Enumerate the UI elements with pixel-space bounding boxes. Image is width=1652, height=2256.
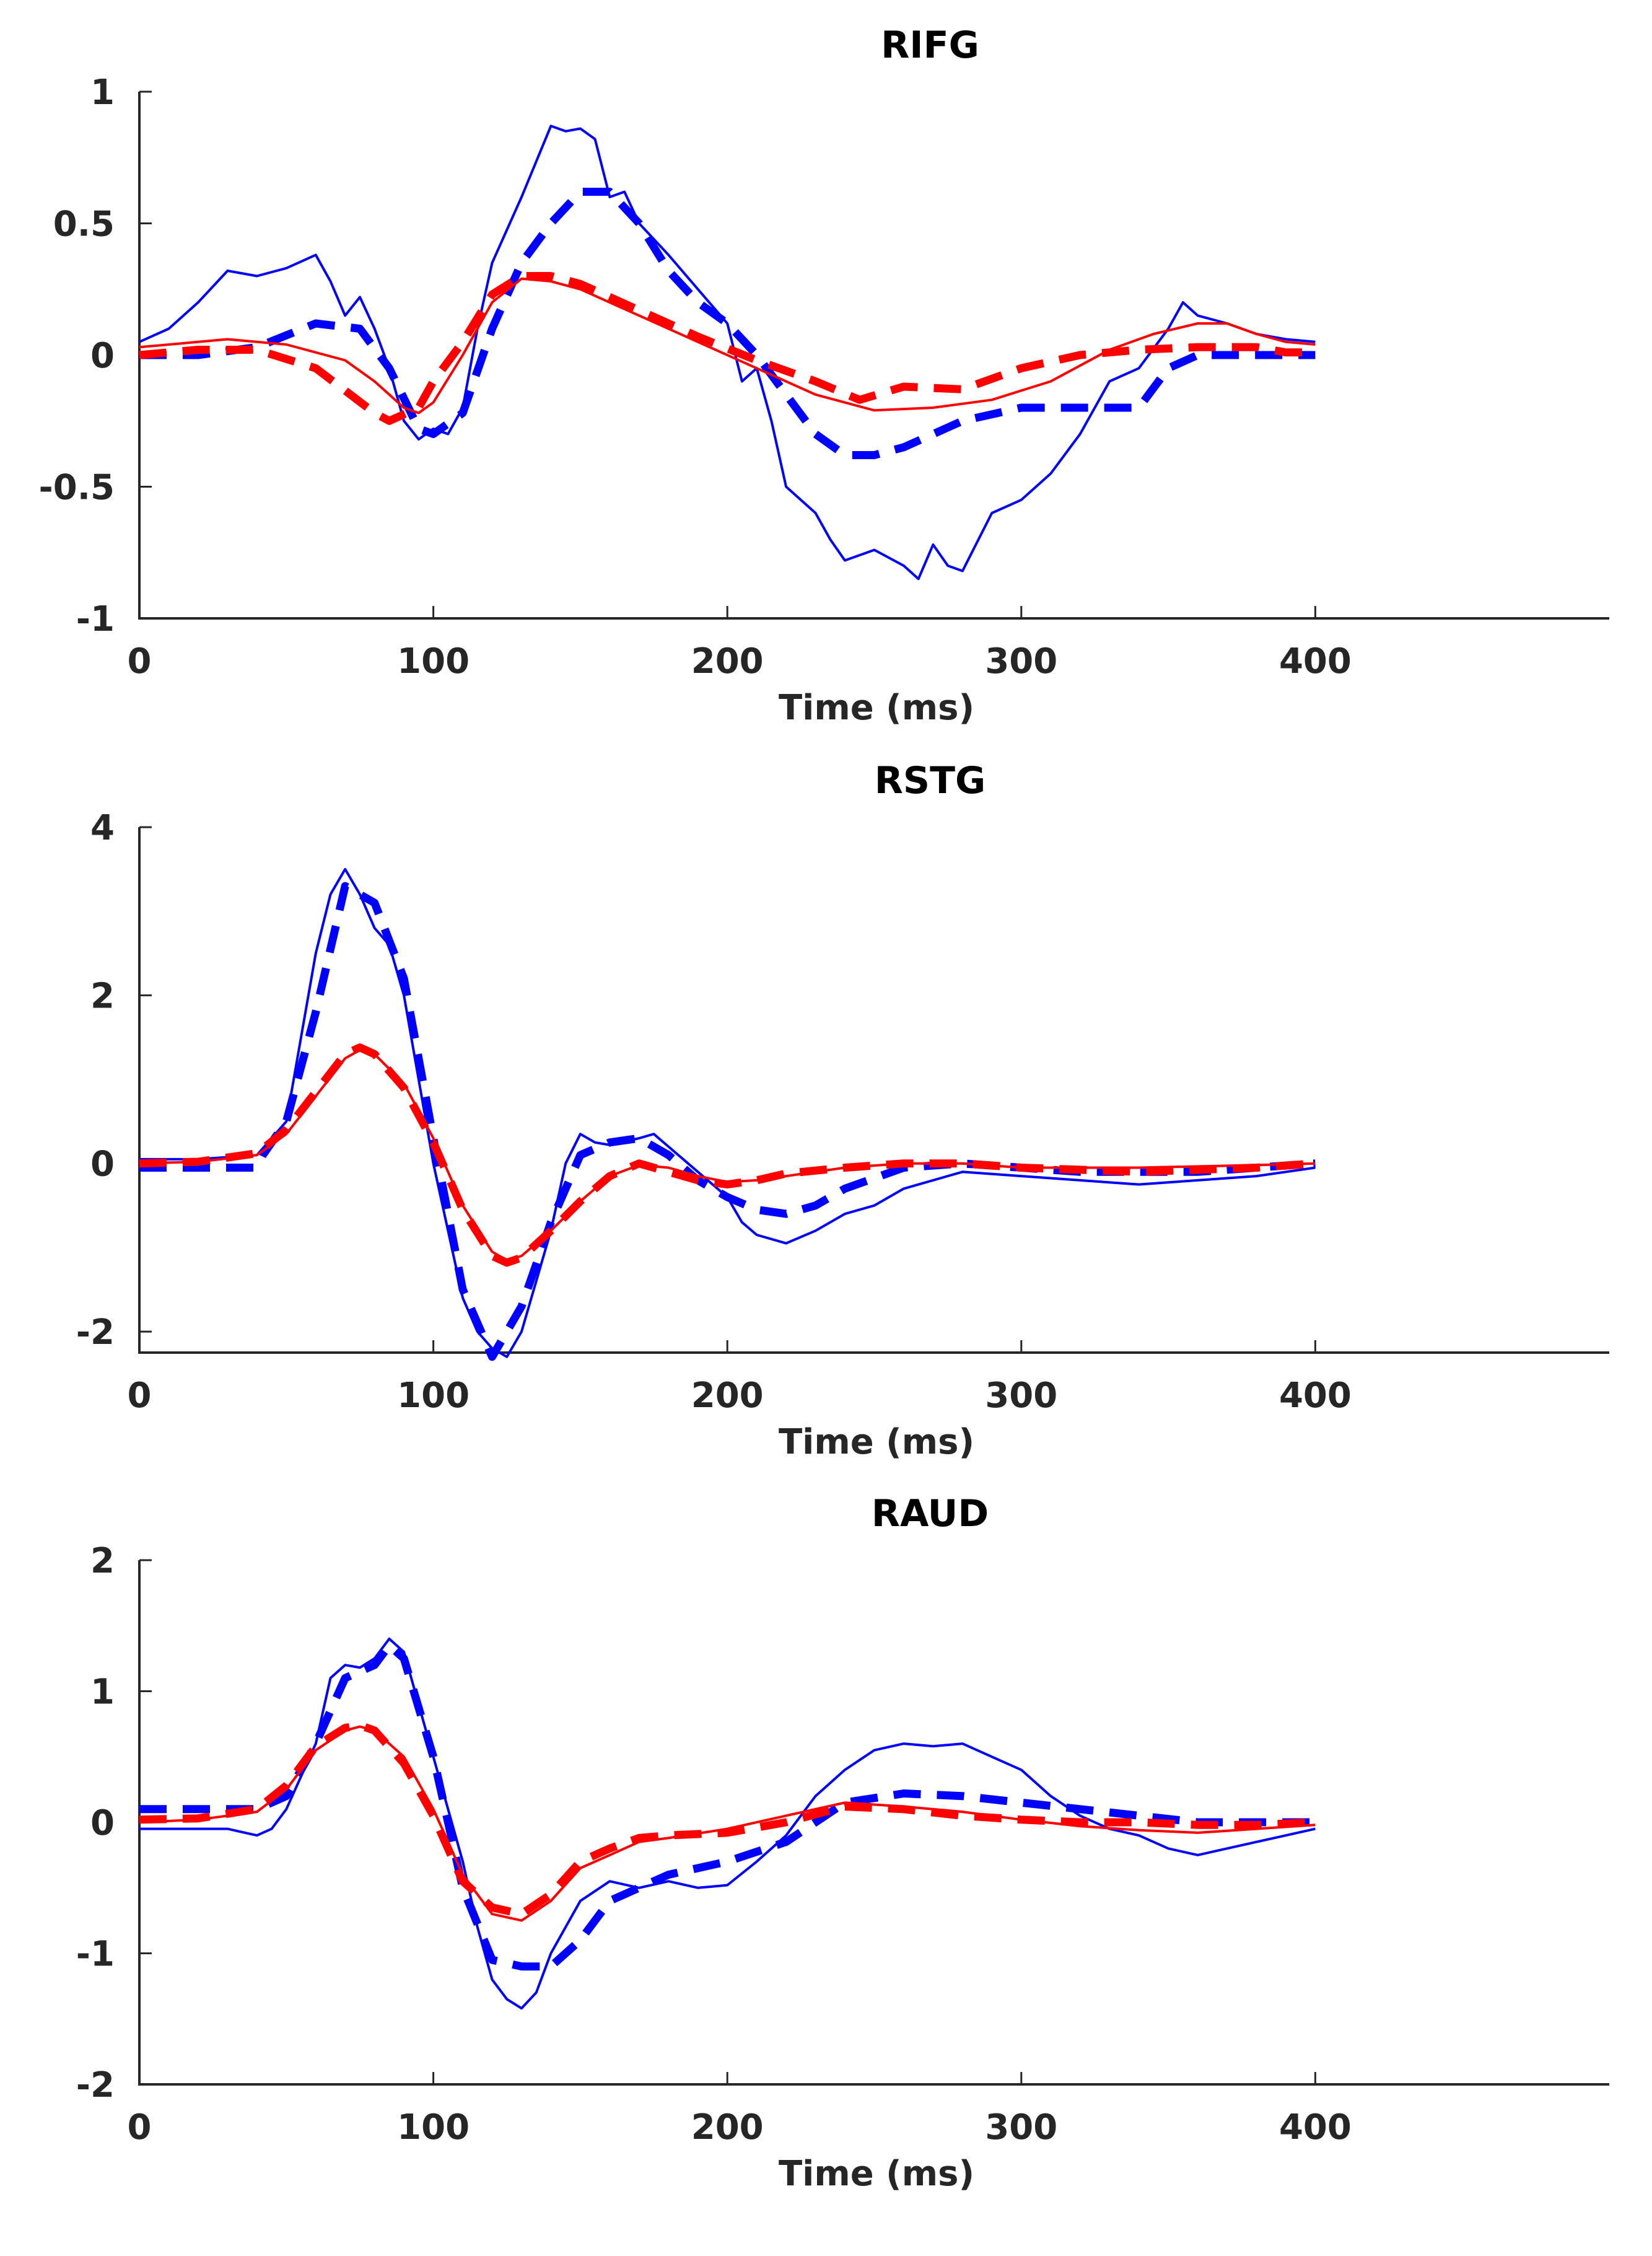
- y-tick-label: 2: [90, 976, 115, 1016]
- x-tick-label: 100: [397, 1376, 470, 1416]
- y-tick-label: -2: [76, 1312, 115, 1353]
- x-axis-label-raud: Time (ms): [779, 2154, 974, 2194]
- x-tick-label: 300: [985, 641, 1057, 682]
- x-tick-label: 200: [691, 641, 764, 682]
- series-line-ff0000-dashed: [139, 1043, 1316, 1267]
- y-tick-label: -2: [76, 2065, 115, 2105]
- series-line-0000ff-solid: [139, 125, 1316, 581]
- series-line-0000ff-solid: [139, 1637, 1316, 2010]
- panel-rstg: RSTG 0 100 200 300 400 -2 0 2 4 Time (ms): [76, 759, 1609, 1462]
- series-line-ff0000-solid: [139, 1725, 1316, 1922]
- series-line-0000ff-dashed: [139, 1641, 1316, 1971]
- series-line-ff0000-dashed: [139, 272, 1316, 425]
- y-tick-label: 0: [90, 1803, 115, 1843]
- axes-rstg: [138, 827, 1609, 1354]
- x-tick-label: 300: [985, 1376, 1057, 1416]
- y-tick-label: -0.5: [39, 468, 115, 508]
- series-line-ff0000-dashed: [139, 1721, 1316, 1918]
- x-tick-label: 400: [1279, 1376, 1352, 1416]
- axes-rifg: [138, 92, 1609, 620]
- x-tick-label: 0: [128, 641, 152, 682]
- x-tick-label: 0: [128, 2107, 152, 2148]
- axes-raud: [138, 1560, 1609, 2086]
- y-tick-label: -1: [76, 1934, 115, 1975]
- y-tick-label: 0: [90, 336, 115, 376]
- y-tick-label: 4: [90, 808, 115, 848]
- x-axis-label-rstg: Time (ms): [779, 1422, 974, 1462]
- y-tick-label: -1: [76, 599, 115, 639]
- y-tick-label: 0.5: [53, 204, 115, 245]
- x-tick-label: 300: [985, 2107, 1057, 2148]
- y-tick-label: 0: [90, 1144, 115, 1185]
- panel-raud: RAUD 0 100 200 300 400 -2 -1 0 1 2 Time (ms): [76, 1492, 1609, 2194]
- x-tick-label: 100: [397, 2107, 470, 2148]
- series-line-ff0000-solid: [139, 1048, 1316, 1262]
- series-line-ff0000-solid: [139, 277, 1316, 415]
- chart-title-raud: RAUD: [872, 1492, 989, 1535]
- chart-title-rstg: RSTG: [875, 759, 986, 802]
- y-tick-label: 2: [90, 1541, 115, 1581]
- x-tick-label: 400: [1279, 2107, 1352, 2148]
- y-tick-label: 1: [90, 72, 115, 113]
- series-line-0000ff-solid: [139, 867, 1316, 1358]
- x-axis-label-rifg: Time (ms): [779, 688, 974, 728]
- series-line-0000ff-dashed: [139, 188, 1316, 459]
- x-tick-label: 400: [1279, 641, 1352, 682]
- panel-rifg: RIFG 0 100 200 300 400 -1 -0.5 0 0.5 1 Time (ms): [39, 24, 1609, 728]
- x-tick-label: 200: [691, 1376, 764, 1416]
- x-tick-label: 0: [128, 1376, 152, 1416]
- y-tick-label: 1: [90, 1672, 115, 1713]
- chart-title-rifg: RIFG: [881, 24, 979, 67]
- x-tick-label: 200: [691, 2107, 764, 2148]
- x-tick-label: 100: [397, 641, 470, 682]
